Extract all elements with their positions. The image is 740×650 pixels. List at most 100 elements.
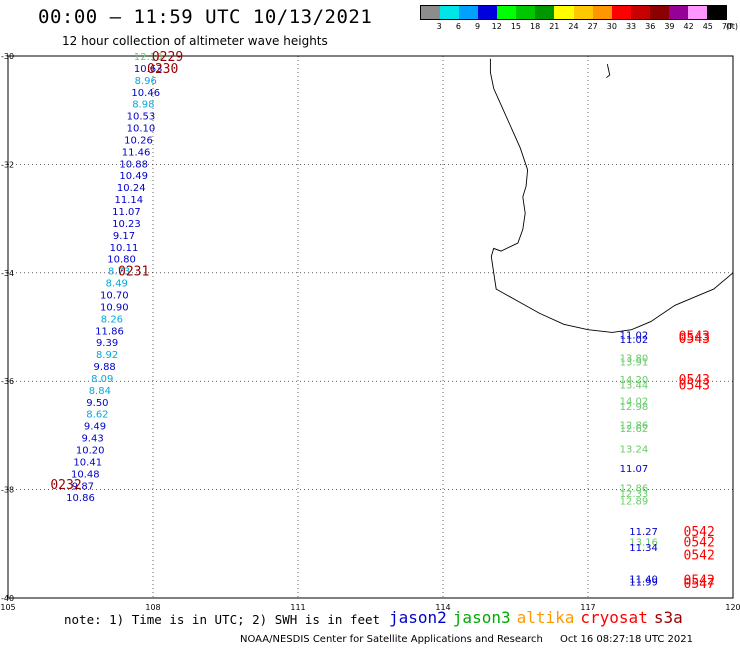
legend-label: 33 [625, 22, 637, 31]
pass-time-label: 0547 [684, 577, 715, 592]
map-subtitle: 12 hour collection of altimeter wave hei… [62, 34, 328, 48]
pass-time-label: 0543 [679, 373, 710, 388]
pass-time-label: 0542 [684, 525, 715, 540]
legend-swatch [535, 6, 555, 19]
latitude-tick-label: -40 [1, 594, 14, 603]
island-outline [606, 64, 611, 79]
wave-height-reading: 9.43 [81, 434, 103, 445]
wave-height-reading: 10.23 [112, 219, 141, 230]
satellite-legend: jason2 jason3 altika cryosat s3a [389, 608, 689, 627]
legend-swatch [706, 6, 726, 19]
footer-credit: NOAA/NESDIS Center for Satellite Applica… [240, 634, 707, 645]
wave-height-reading: 8.26 [101, 314, 123, 325]
wave-height-reading: 10.88 [119, 159, 148, 170]
legend-label: 42 [683, 22, 694, 31]
longitude-tick-label: 111 [290, 603, 305, 612]
legend-label: 30 [606, 22, 617, 31]
wave-height-reading: 13.44 [620, 380, 649, 391]
wave-height-reading: 10.53 [127, 112, 156, 123]
wave-height-reading: 11.40 [629, 574, 658, 585]
satellite-jason3: jason3 [452, 608, 511, 627]
pass-time-label: 0542 [684, 549, 715, 564]
wave-height-reading: 13.24 [620, 444, 649, 455]
legend-swatch [440, 6, 460, 19]
pass-time-label: 0230 [147, 62, 178, 77]
wave-height-reading: 13.16 [629, 538, 658, 549]
wave-height-reading: 9.50 [86, 398, 108, 409]
wave-height-reading: 9.49 [84, 422, 106, 433]
timestamp-text: Oct 16 08:27:18 UTC 2021 [560, 634, 693, 645]
wave-height-color-legend [420, 5, 727, 20]
wave-height-reading: 11.99 [629, 578, 658, 589]
legend-swatch [478, 6, 498, 19]
longitude-tick-label: 108 [145, 603, 160, 612]
wave-height-reading: 8.62 [86, 410, 108, 421]
australia-coastline [489, 58, 734, 333]
legend-unit: (ft) [725, 22, 739, 31]
wave-height-reading: 10.20 [76, 445, 105, 456]
wave-height-reading: 14.02 [620, 397, 649, 408]
legend-labels: 3 6 9 12 15 18 21 24 27 30 33 36 39 42 45 70 (ft) [420, 22, 740, 34]
legend-swatch [459, 6, 479, 19]
legend-swatch [649, 6, 669, 19]
wave-height-reading: 13.80 [620, 353, 649, 364]
wave-height-reading: 12.89 [620, 496, 649, 507]
legend-swatch [516, 6, 536, 19]
wave-height-reading: 11.34 [629, 543, 658, 554]
longitude-tick-label: 120 [725, 603, 740, 612]
legend-label: 70 [721, 22, 733, 31]
legend-label: 9 [475, 22, 481, 31]
wave-height-reading: 10.26 [124, 135, 153, 146]
wave-height-reading: 10.24 [117, 183, 146, 194]
legend-label: 27 [587, 22, 598, 31]
longitude-tick-label: 114 [435, 603, 450, 612]
wave-height-reading: 10.10 [127, 124, 156, 135]
wave-height-reading: 12.98 [620, 402, 649, 413]
wave-height-reading: 8.73 [108, 267, 130, 278]
wave-height-reading: 12.10 [134, 52, 163, 63]
wave-height-reading: 8.84 [89, 386, 111, 397]
wave-height-reading: 9.88 [94, 362, 116, 373]
map-title: 00:00 – 11:59 UTC 10/13/2021 [38, 6, 373, 28]
pass-time-label: 0542 [684, 574, 715, 589]
pass-time-label: 0543 [679, 332, 710, 347]
wave-height-reading: 10.49 [119, 171, 148, 182]
map-frame [7, 55, 734, 599]
latitude-tick-label: -36 [1, 377, 14, 386]
legend-label: 36 [645, 22, 656, 31]
wave-height-reading: 11.02 [620, 335, 649, 346]
wave-height-reading: 12.62 [620, 424, 649, 435]
satellite-jason2: jason2 [389, 608, 447, 627]
satellite-cryosat: cryosat [580, 608, 648, 627]
legend-swatch [687, 6, 707, 19]
pass-time-label: 0542 [684, 536, 715, 551]
legend-label: 18 [530, 22, 541, 31]
wave-height-reading: 12.33 [620, 489, 649, 500]
longitude-tick-label: 117 [580, 603, 595, 612]
wave-height-reading: 11.14 [115, 195, 144, 206]
latitude-tick-label: -32 [1, 160, 14, 169]
wave-height-reading: 13.91 [620, 358, 649, 369]
pass-time-label: 0543 [679, 378, 710, 393]
credit-text: NOAA/NESDIS Center for Satellite Applica… [240, 634, 543, 645]
wave-height-reading: 9.39 [96, 338, 118, 349]
pass-time-label: 0231 [118, 265, 149, 280]
wave-height-reading: 11.46 [122, 147, 151, 158]
wave-height-reading: 9.17 [113, 231, 135, 242]
legend-label: 39 [664, 22, 675, 31]
wave-height-reading: 11.07 [620, 464, 649, 475]
legend-swatch [573, 6, 593, 19]
legend-swatch [554, 6, 574, 19]
legend-label: 3 [436, 22, 442, 31]
legend-label: 21 [549, 22, 560, 31]
wave-height-reading: 14.20 [620, 375, 649, 386]
legend-swatch [611, 6, 631, 19]
legend-label: 15 [510, 22, 522, 31]
legend-swatch [592, 6, 612, 19]
wave-height-reading: 11.02 [620, 331, 649, 342]
wave-height-reading: 11.27 [629, 527, 658, 538]
legend-swatch [421, 6, 441, 19]
wave-height-reading: 8.92 [96, 350, 118, 361]
wave-height-reading: 10.48 [71, 469, 100, 480]
